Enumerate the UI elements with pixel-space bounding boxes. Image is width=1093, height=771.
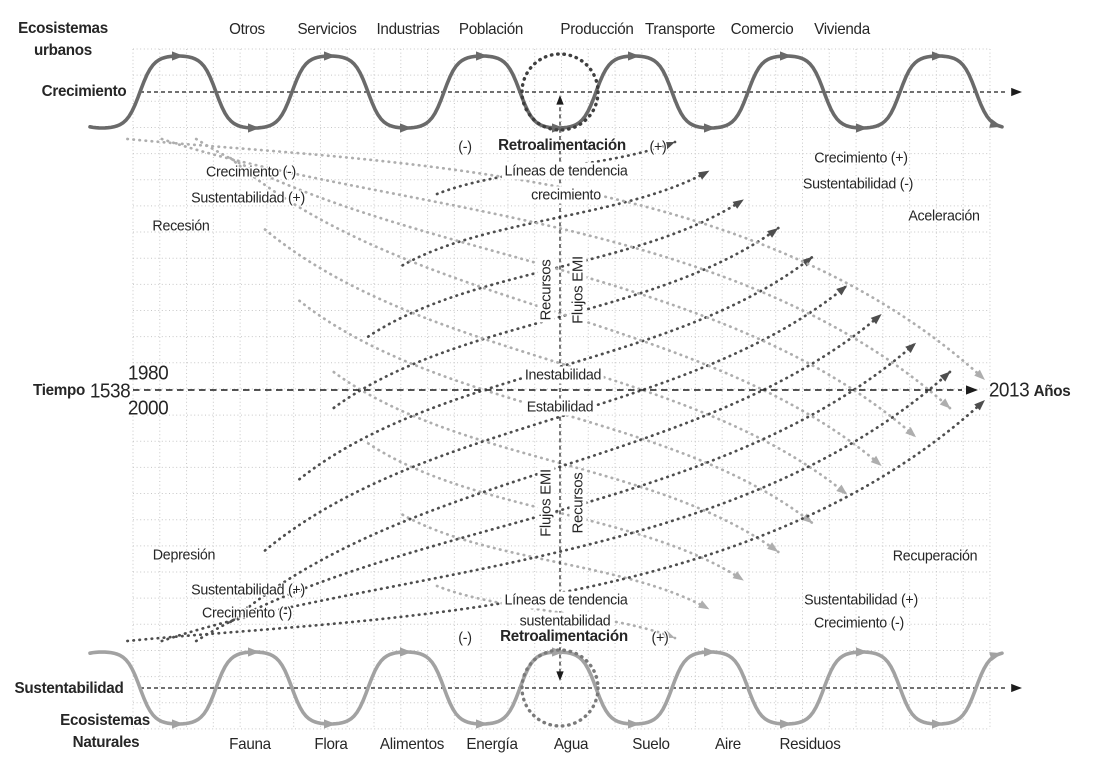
urban-sector-transporte: Transporte — [644, 21, 716, 38]
timeline-label-anos: Años — [1033, 383, 1071, 400]
timeline-label-tiempo: Tiempo — [32, 382, 86, 399]
quad-top-left-line1: Crecimiento (-) — [206, 163, 296, 181]
natural-sector-flora: Flora — [314, 736, 348, 753]
feedback-bottom-label: Retroalimentación — [500, 628, 628, 645]
natural-sector-alimentos: Alimentos — [379, 736, 445, 753]
instability-label: Inestabilidad — [521, 366, 605, 384]
timeline-year-1538: 1538 — [89, 380, 131, 403]
timeline-year-2000: 2000 — [127, 397, 169, 420]
urban-sector-produccion: Producción — [560, 21, 634, 38]
quad-top-left-line2: Sustentabilidad (+) — [191, 189, 305, 207]
natural-sector-suelo: Suelo — [632, 736, 670, 753]
sustainability-trend-line1: Líneas de tendencia — [501, 591, 631, 609]
phase-aceleracion: Aceleración — [908, 207, 980, 225]
natural-axis-label: Sustentabilidad — [14, 680, 124, 697]
urban-sector-vivienda: Vivienda — [814, 21, 870, 38]
phase-recesion: Recesión — [152, 217, 210, 235]
urban-sector-industrias: Industrias — [376, 21, 440, 38]
quad-bottom-left-line1: Sustentabilidad (+) — [191, 581, 305, 599]
natural-sector-agua: Agua — [553, 736, 589, 753]
feedback-top-minus: (-) — [458, 138, 472, 156]
natural-title-line2: Naturales — [72, 734, 140, 751]
feedback-top-label: Retroalimentación — [498, 137, 626, 154]
urban-title-line1: Ecosistemas — [18, 20, 108, 37]
natural-sector-residuos: Residuos — [779, 736, 841, 753]
timeline-year-1980: 1980 — [127, 362, 169, 385]
flows-recursos-top: Recursos — [537, 257, 555, 323]
natural-sector-aire: Aire — [715, 736, 741, 753]
quad-bottom-right-line2: Crecimiento (-) — [814, 614, 904, 632]
urban-title-line2: urbanos — [34, 42, 92, 59]
urban-axis-label: Crecimiento — [41, 83, 127, 100]
timeline-year-2013: 2013 — [988, 379, 1030, 402]
sustainability-trend-line2: sustentabilidad — [516, 612, 614, 630]
stability-label: Estabilidad — [523, 398, 597, 416]
flows-emi-bottom: Flujos EMI — [537, 467, 555, 539]
feedback-bottom-minus: (-) — [458, 629, 472, 647]
quad-top-right-line2: Sustentabilidad (-) — [802, 175, 914, 193]
growth-trend-line1: Líneas de tendencia — [501, 162, 631, 180]
feedback-bottom-plus: (+) — [651, 629, 669, 647]
quad-bottom-left-line2: Crecimiento (-) — [202, 604, 292, 622]
natural-title-line1: Ecosistemas — [60, 712, 150, 729]
flows-recursos-bottom: Recursos — [569, 470, 587, 536]
quad-top-right-line1: Crecimiento (+) — [814, 149, 908, 167]
urban-sector-otros: Otros — [229, 21, 265, 38]
growth-trend-line2: crecimiento — [528, 186, 604, 204]
urban-sector-comercio: Comercio — [730, 21, 794, 38]
phase-recuperacion: Recuperación — [892, 547, 978, 565]
feedback-top-plus: (+) — [649, 138, 667, 156]
urban-sector-servicios: Servicios — [297, 21, 357, 38]
phase-depresion: Depresión — [152, 546, 216, 564]
quad-bottom-right-line1: Sustentabilidad (+) — [804, 591, 918, 609]
urban-sector-poblacion: Población — [458, 21, 524, 38]
natural-sector-fauna: Fauna — [229, 736, 271, 753]
flows-emi-top: Flujos EMI — [569, 254, 587, 326]
natural-sector-energia: Energía — [466, 736, 518, 753]
